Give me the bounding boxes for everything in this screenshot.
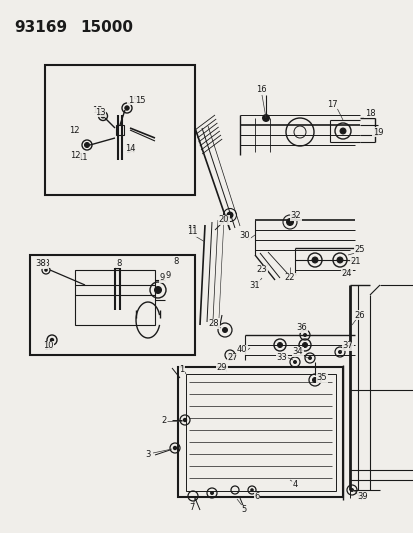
Text: 12: 12 xyxy=(69,125,79,134)
Circle shape xyxy=(311,257,317,263)
Text: 33: 33 xyxy=(276,353,287,362)
Circle shape xyxy=(226,212,233,219)
Text: 16: 16 xyxy=(255,85,266,93)
Text: 10: 10 xyxy=(43,343,53,352)
Circle shape xyxy=(84,142,89,148)
Text: 5: 5 xyxy=(241,505,246,514)
Text: 13: 13 xyxy=(95,108,105,117)
Text: 9: 9 xyxy=(159,273,164,282)
Text: 11: 11 xyxy=(76,152,87,161)
Text: 15: 15 xyxy=(128,95,138,104)
Circle shape xyxy=(292,360,296,364)
Text: 12: 12 xyxy=(69,150,80,159)
Circle shape xyxy=(249,488,253,492)
Circle shape xyxy=(337,350,341,354)
Bar xyxy=(75,270,154,325)
Circle shape xyxy=(209,491,214,495)
Text: 37: 37 xyxy=(342,342,353,351)
Bar xyxy=(45,65,195,195)
Circle shape xyxy=(285,218,293,226)
Text: 10: 10 xyxy=(43,342,53,351)
Text: 38: 38 xyxy=(36,260,46,269)
Text: 4: 4 xyxy=(292,481,297,489)
Circle shape xyxy=(221,327,228,333)
Bar xyxy=(185,374,335,491)
Circle shape xyxy=(302,333,306,337)
Circle shape xyxy=(154,287,161,294)
Circle shape xyxy=(50,338,54,342)
Text: 28: 28 xyxy=(208,319,219,328)
Text: 18: 18 xyxy=(364,109,375,117)
Text: 29: 29 xyxy=(216,364,227,373)
Circle shape xyxy=(339,128,345,134)
Circle shape xyxy=(228,353,231,357)
Text: 7: 7 xyxy=(189,504,194,513)
Bar xyxy=(116,125,124,135)
Circle shape xyxy=(312,377,317,383)
Text: 13: 13 xyxy=(91,106,102,115)
Text: 31: 31 xyxy=(249,280,260,289)
Text: 30: 30 xyxy=(239,231,250,240)
Circle shape xyxy=(336,257,342,263)
Circle shape xyxy=(44,268,47,272)
Text: 17: 17 xyxy=(326,100,337,109)
Circle shape xyxy=(302,343,307,348)
Circle shape xyxy=(307,356,311,360)
Text: 24: 24 xyxy=(341,270,351,279)
Text: 20: 20 xyxy=(218,215,229,224)
Text: 11: 11 xyxy=(186,228,197,237)
Bar xyxy=(30,255,195,355)
Text: 2: 2 xyxy=(161,416,166,425)
Text: 21: 21 xyxy=(350,257,361,266)
Text: 14: 14 xyxy=(124,146,135,155)
Text: 14: 14 xyxy=(124,143,135,152)
Circle shape xyxy=(101,114,105,118)
Circle shape xyxy=(261,114,269,122)
Text: 19: 19 xyxy=(372,127,382,136)
Circle shape xyxy=(349,488,353,492)
Text: 1: 1 xyxy=(179,366,184,375)
Text: 26: 26 xyxy=(354,311,364,319)
Text: 25: 25 xyxy=(354,246,364,254)
Text: 22: 22 xyxy=(284,273,294,282)
Text: 32: 32 xyxy=(290,212,301,221)
Text: 11: 11 xyxy=(186,225,197,235)
Text: 40: 40 xyxy=(236,345,247,354)
Circle shape xyxy=(124,106,129,110)
Text: 8: 8 xyxy=(173,256,178,265)
Circle shape xyxy=(183,418,187,422)
Text: 6: 6 xyxy=(254,492,259,502)
Text: 93169: 93169 xyxy=(14,20,67,35)
Text: 9: 9 xyxy=(165,271,170,280)
Circle shape xyxy=(172,446,177,450)
Text: 27: 27 xyxy=(227,353,238,362)
Text: 8: 8 xyxy=(116,259,121,268)
Text: 15: 15 xyxy=(134,95,145,104)
Text: 38: 38 xyxy=(40,259,50,268)
Text: 39: 39 xyxy=(357,492,368,502)
Text: 23: 23 xyxy=(256,265,267,274)
Text: 34: 34 xyxy=(292,348,303,357)
Text: 35: 35 xyxy=(316,374,327,383)
Bar xyxy=(178,367,342,497)
Text: 3: 3 xyxy=(145,450,150,459)
Text: 36: 36 xyxy=(296,324,306,333)
Circle shape xyxy=(277,343,282,348)
Text: 15000: 15000 xyxy=(80,20,133,35)
